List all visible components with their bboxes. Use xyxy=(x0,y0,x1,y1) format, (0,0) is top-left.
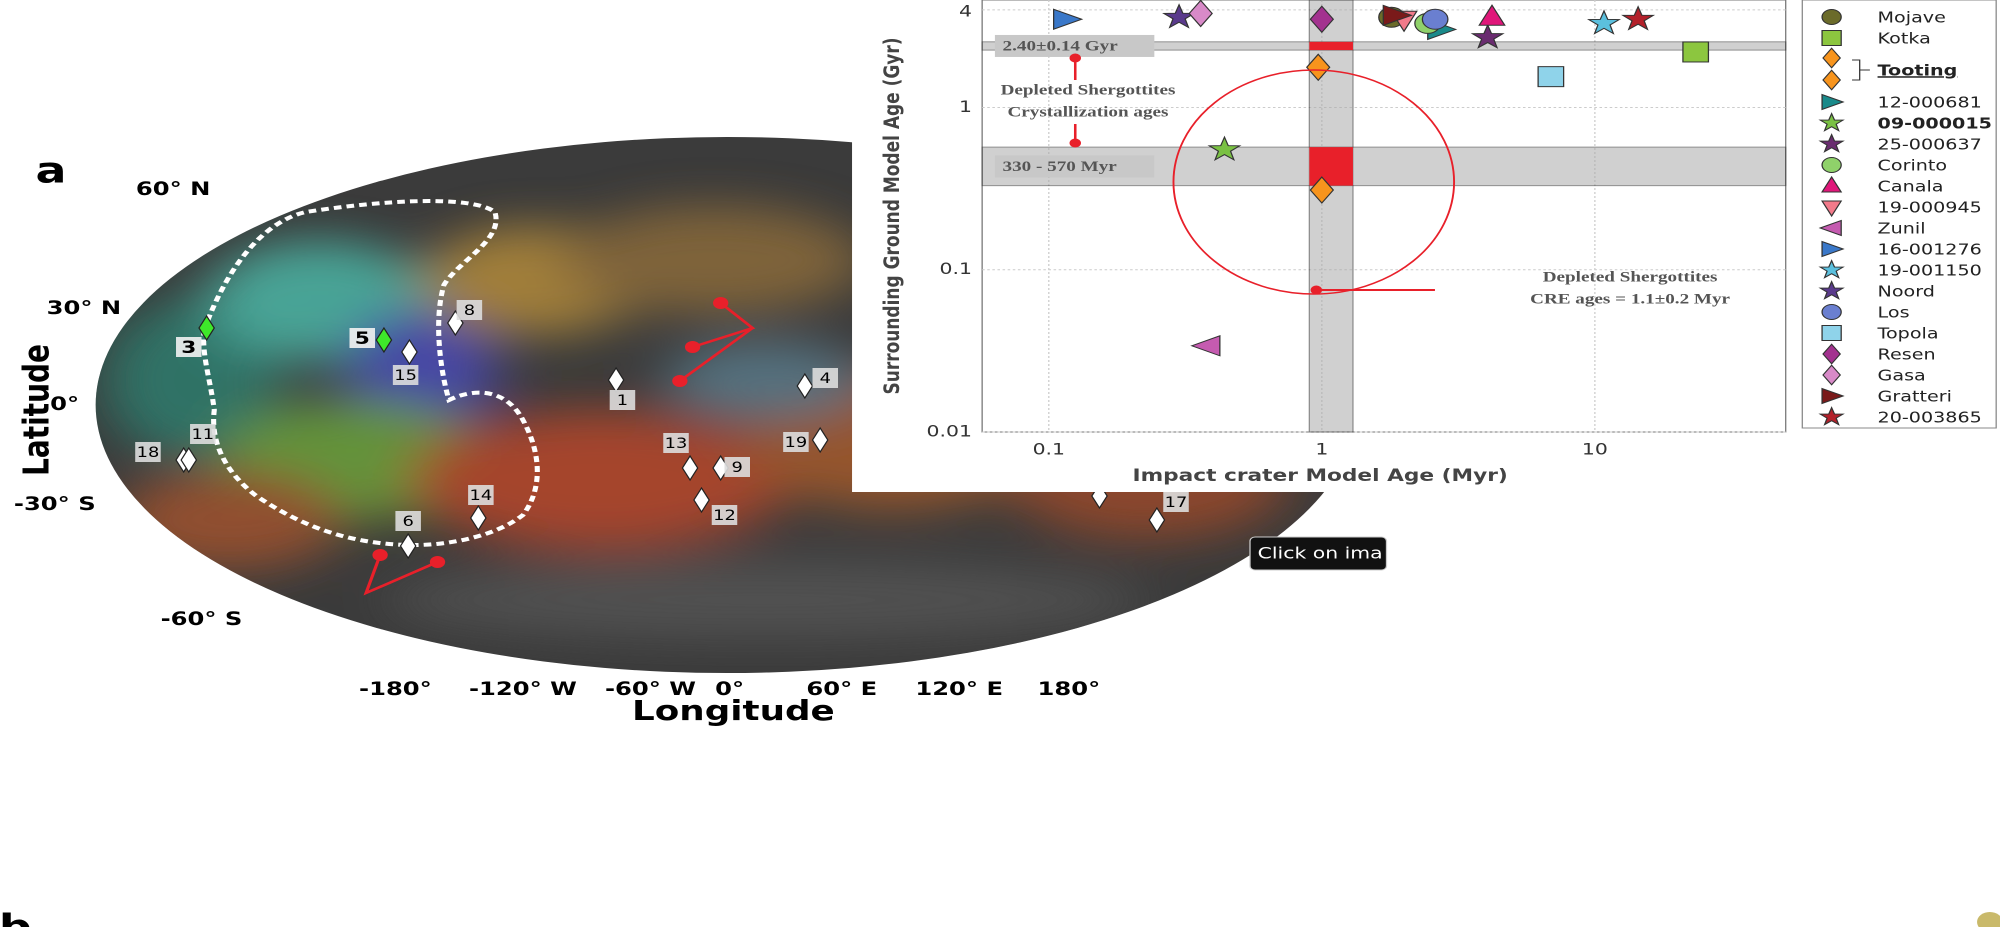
legend-label: 19-000945 xyxy=(1878,199,1982,216)
site-label: 11 xyxy=(191,426,214,443)
x-tick-label: 0.1 xyxy=(1033,440,1065,458)
site-label: 8 xyxy=(464,302,475,319)
site-label: 17 xyxy=(1165,494,1188,511)
legend-label: Corinto xyxy=(1878,157,1948,174)
site-label: 4 xyxy=(820,370,831,387)
band-label: 2.40±0.14 Gyr xyxy=(1003,37,1119,54)
site-label: 6 xyxy=(402,513,413,530)
map-x-label: Longitude xyxy=(632,694,835,727)
site-label: 13 xyxy=(665,435,688,452)
annotation: CRE ages = 1.1±0.2 Myr xyxy=(1530,290,1730,307)
lat-label: -60° S xyxy=(161,609,243,631)
site-label: 12 xyxy=(713,507,736,524)
annotation: Depleted Shergottites xyxy=(1001,81,1176,98)
legend-marker xyxy=(1822,326,1841,341)
legend-label: Canala xyxy=(1878,178,1944,195)
legend-label: Tooting xyxy=(1878,62,1958,79)
annotation: Crystallization ages xyxy=(1008,103,1169,120)
y-tick-label: 1 xyxy=(959,98,972,116)
site-label: 19 xyxy=(785,434,808,451)
lon-label: -120° W xyxy=(469,679,577,701)
legend-marker xyxy=(1822,158,1841,173)
lon-label: -180° xyxy=(359,679,432,701)
y-tick-label: 0.01 xyxy=(927,422,972,440)
panel-label: a xyxy=(36,149,67,191)
legend-label: 12-000681 xyxy=(1878,94,1982,111)
legend-label: 25-000637 xyxy=(1878,136,1982,153)
panel-label: b xyxy=(0,906,32,927)
legend-label: Gasa xyxy=(1878,367,1926,384)
site-label: 1 xyxy=(617,392,628,409)
tooltip-text: Click on ima xyxy=(1258,544,1383,562)
lat-label: 30° N xyxy=(47,298,122,320)
band-overlap xyxy=(1309,42,1353,50)
legend-label: Noord xyxy=(1878,283,1935,300)
site-label: 9 xyxy=(732,459,743,476)
point xyxy=(1422,9,1448,29)
annotation: Depleted Shergottites xyxy=(1543,268,1718,285)
y-axis-label: Surrounding Ground Model Age (Gyr) xyxy=(879,37,905,394)
site-label: 5 xyxy=(355,328,370,348)
legend-label: Zunil xyxy=(1878,220,1926,237)
map-y-label: Latitude xyxy=(15,344,57,476)
lon-label: 120° E xyxy=(915,679,1003,701)
lon-label: 180° xyxy=(1038,679,1101,701)
legend-marker xyxy=(1822,31,1841,46)
legend-label: Los xyxy=(1878,304,1910,321)
legend-label: 16-001276 xyxy=(1878,241,1982,258)
legend-label: 09-000015 xyxy=(1878,115,1992,132)
point xyxy=(1683,42,1709,62)
legend-label: 19-001150 xyxy=(1878,262,1982,279)
legend-label: Kotka xyxy=(1878,30,1931,47)
y-tick-label: 4 xyxy=(959,2,972,20)
site-label: 15 xyxy=(394,367,417,384)
legend-label: Mojave xyxy=(1878,9,1946,26)
band-overlap xyxy=(1309,147,1353,186)
legend-label: Topola xyxy=(1876,325,1938,342)
band-label: 330 - 570 Myr xyxy=(1003,158,1118,175)
screenshot: 60° N30° N0°-30° S-60° S-180°-120° W-60°… xyxy=(0,0,2000,927)
x-tick-label: 10 xyxy=(1582,440,1608,458)
y-tick-label: 0.1 xyxy=(939,260,971,278)
lat-label: 60° N xyxy=(136,179,211,201)
x-axis-label: Impact crater Model Age (Myr) xyxy=(1133,465,1508,485)
point xyxy=(1538,67,1564,87)
x-tick-label: 1 xyxy=(1315,440,1328,458)
plot-area xyxy=(982,0,1786,432)
site-label: 14 xyxy=(470,487,493,504)
site-label: 18 xyxy=(137,444,160,461)
legend-label: 20-003865 xyxy=(1878,409,1982,426)
legend-marker xyxy=(1822,305,1841,320)
site-label: 3 xyxy=(181,337,196,357)
legend-marker xyxy=(1822,10,1841,25)
legend-label: Resen xyxy=(1878,346,1936,363)
lat-label: -30° S xyxy=(14,494,96,516)
corner-icon xyxy=(1977,912,2000,927)
legend-label: Gratteri xyxy=(1878,388,1952,405)
